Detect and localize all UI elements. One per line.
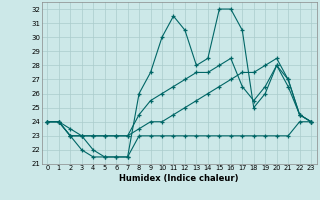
X-axis label: Humidex (Indice chaleur): Humidex (Indice chaleur) <box>119 174 239 183</box>
